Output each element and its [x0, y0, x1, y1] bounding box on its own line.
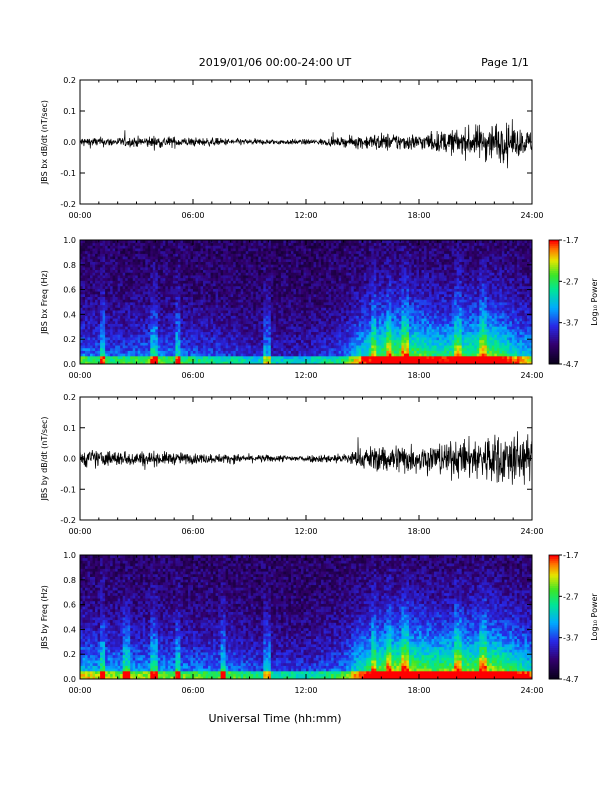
y-tick-label: 0.4: [63, 310, 76, 319]
colorbar-tick-label: -3.7: [563, 634, 579, 643]
series-trace-3: [80, 431, 532, 485]
x-tick-label: 24:00: [520, 527, 543, 536]
y-axis-label-3: JBS by dB/dt (nT/sec): [40, 416, 49, 501]
y-tick-label: 0.0: [63, 675, 76, 684]
x-tick-label: 12:00: [294, 686, 317, 695]
plot-stack: 0.2 0.1 0.0 -0.1 -0.2 00:00 06:00 12:00 18:00 24:…: [40, 76, 599, 695]
colorbar-tick-label: -2.7: [563, 277, 579, 286]
y-tick-label: 0.1: [63, 107, 76, 116]
colorbar-tick-label: -4.7: [563, 360, 579, 369]
y-axis-label-4: JBS by Freq (Hz): [40, 585, 49, 650]
x-tick-label: 00:00: [68, 211, 91, 220]
panel-3: 0.2 0.1 0.0 -0.1 -0.2 00:00 06:00 12:00 18:00 24:…: [40, 393, 544, 536]
colorbar-label: Log₁₀ Power: [590, 278, 599, 326]
y-tick-label: 1.0: [63, 551, 76, 560]
x-tick-label: 00:00: [68, 371, 91, 380]
y-tick-label: 0.0: [63, 455, 76, 464]
x-tick-label: 06:00: [181, 527, 204, 536]
x-tick-label: 12:00: [294, 371, 317, 380]
x-tick-label: 24:00: [520, 686, 543, 695]
colorbar-tick-label: -1.7: [563, 551, 579, 560]
y-tick-label: 0.2: [63, 76, 76, 85]
panel-1: 0.2 0.1 0.0 -0.1 -0.2 00:00 06:00 12:00 18:00 24:…: [40, 76, 544, 220]
y-axis-label-1: JBS bx dB/dt (nT/sec): [40, 100, 49, 185]
page-label: Page 1/1: [481, 56, 529, 69]
x-tick-label: 06:00: [181, 211, 204, 220]
colorbar-2: -1.7 -2.7 -3.7 -4.7 Log₁₀ Power: [549, 236, 599, 369]
colorbar-tick-label: -4.7: [563, 675, 579, 684]
x-tick-label: 12:00: [294, 211, 317, 220]
colorbar-tick-label: -2.7: [563, 592, 579, 601]
x-tick-label: 06:00: [181, 371, 204, 380]
y-tick-label: 0.2: [63, 335, 76, 344]
y-tick-label: 0.8: [63, 261, 76, 270]
colorbar-label: Log₁₀ Power: [590, 593, 599, 641]
y-tick-label: 0.1: [63, 424, 76, 433]
y-tick-label: 0.8: [63, 576, 76, 585]
x-tick-label: 18:00: [407, 371, 430, 380]
y-tick-label: -0.2: [60, 200, 76, 209]
y-axis-label-2: JBS bx Freq (Hz): [40, 270, 49, 335]
y-tick-label: 0.2: [63, 650, 76, 659]
colorbar-tick-label: -3.7: [563, 319, 579, 328]
x-axis-label: Universal Time (hh:mm): [209, 712, 342, 725]
y-tick-label: -0.2: [60, 516, 76, 525]
x-tick-label: 18:00: [407, 527, 430, 536]
x-tick-label: 18:00: [407, 686, 430, 695]
y-tick-label: 0.6: [63, 286, 76, 295]
y-tick-label: 0.0: [63, 138, 76, 147]
y-tick-label: 0.2: [63, 393, 76, 402]
y-tick-label: -0.1: [60, 169, 76, 178]
figure-title: 2019/01/06 00:00-24:00 UT: [199, 56, 352, 69]
y-tick-label: 1.0: [63, 236, 76, 245]
colorbar-tick-label: -1.7: [563, 236, 579, 245]
x-tick-label: 06:00: [181, 686, 204, 695]
x-tick-label: 18:00: [407, 211, 430, 220]
heatmap-cells-2: [80, 240, 532, 364]
colorbar-4: -1.7 -2.7 -3.7 -4.7 Log₁₀ Power: [549, 551, 599, 684]
x-tick-label: 00:00: [68, 527, 91, 536]
y-tick-label: -0.1: [60, 485, 76, 494]
x-tick-label: 24:00: [520, 211, 543, 220]
series-trace-1: [80, 119, 532, 168]
y-tick-label: 0.4: [63, 625, 76, 634]
x-tick-label: 12:00: [294, 527, 317, 536]
panel-2: -1.7 -2.7 -3.7 -4.7 Log₁₀ Power 1.0 0.8 0.6 0.4 0…: [40, 236, 599, 380]
panel-4: -1.7 -2.7 -3.7 -4.7 Log₁₀ Power 1.0 0.8 0.6 0.4 0…: [40, 551, 599, 695]
y-tick-label: 0.0: [63, 360, 76, 369]
x-tick-label: 24:00: [520, 371, 543, 380]
y-tick-label: 0.6: [63, 601, 76, 610]
heatmap-cells-4: [80, 555, 532, 679]
x-tick-label: 00:00: [68, 686, 91, 695]
